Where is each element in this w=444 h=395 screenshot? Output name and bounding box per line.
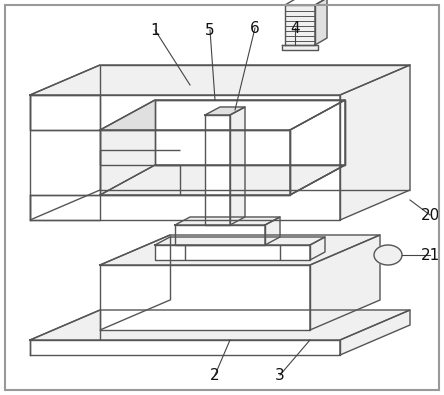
Polygon shape	[100, 165, 345, 195]
Polygon shape	[265, 217, 280, 245]
Text: 1: 1	[150, 23, 160, 38]
Polygon shape	[175, 217, 280, 225]
Polygon shape	[230, 107, 245, 225]
Ellipse shape	[374, 245, 402, 265]
Polygon shape	[30, 340, 340, 355]
Polygon shape	[285, 5, 315, 45]
Polygon shape	[315, 0, 327, 45]
Polygon shape	[100, 235, 380, 265]
Text: 21: 21	[420, 248, 440, 263]
Polygon shape	[30, 95, 340, 220]
Polygon shape	[100, 100, 345, 130]
Polygon shape	[282, 45, 318, 50]
Polygon shape	[155, 237, 325, 245]
Polygon shape	[30, 95, 100, 130]
Polygon shape	[205, 107, 245, 115]
Text: 3: 3	[275, 367, 285, 382]
Polygon shape	[155, 100, 345, 165]
Text: 5: 5	[205, 23, 215, 38]
Polygon shape	[100, 130, 290, 195]
Polygon shape	[30, 65, 410, 95]
Polygon shape	[340, 65, 410, 220]
Polygon shape	[30, 195, 100, 220]
Text: 20: 20	[420, 207, 440, 222]
Polygon shape	[285, 0, 327, 5]
Polygon shape	[310, 235, 380, 330]
Text: 2: 2	[210, 367, 220, 382]
Polygon shape	[205, 115, 230, 225]
Polygon shape	[290, 100, 345, 195]
Polygon shape	[100, 265, 310, 330]
Polygon shape	[340, 310, 410, 355]
Text: 6: 6	[250, 21, 260, 36]
Polygon shape	[155, 245, 310, 260]
Polygon shape	[30, 310, 410, 340]
Polygon shape	[175, 225, 265, 245]
Polygon shape	[310, 237, 325, 260]
Text: 4: 4	[290, 21, 300, 36]
